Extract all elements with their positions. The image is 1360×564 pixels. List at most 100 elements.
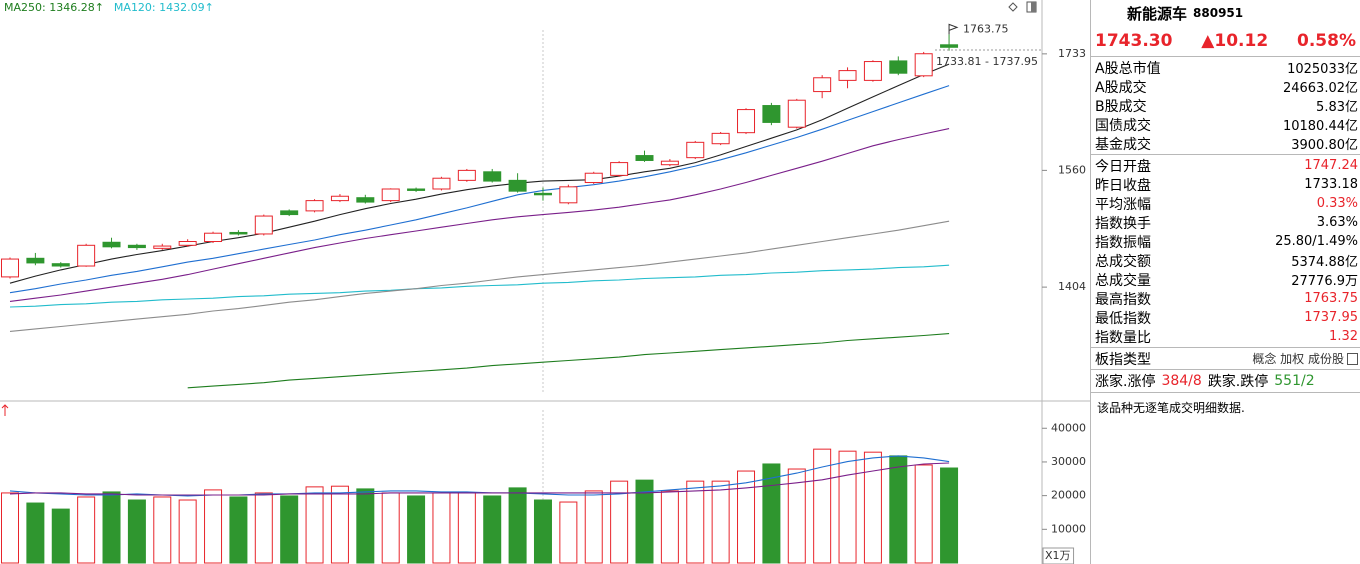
- index-name: 新能源车: [1127, 4, 1188, 23]
- y-tick-label: 1733: [1058, 47, 1086, 60]
- candle-body: [77, 244, 96, 267]
- ma-line: [9, 128, 950, 302]
- volume-bar: [1, 492, 19, 564]
- candle-body: [584, 172, 603, 184]
- stat-value: 1.32: [1329, 329, 1358, 344]
- stat-label: 最高指数: [1095, 291, 1151, 308]
- stat-label: 指数量比: [1095, 329, 1151, 346]
- stat-group: 板指类型 概念 加权 成份股: [1091, 348, 1360, 370]
- y-tick-label: 10000: [1051, 522, 1086, 535]
- price-row: 1743.30 ▲10.12 0.58%: [1091, 26, 1360, 57]
- stat-value: 0.33%: [1316, 196, 1358, 211]
- volume-bar: [280, 495, 299, 564]
- volume-bar: [940, 467, 959, 564]
- candle-body: [26, 257, 45, 264]
- stat-row: 总成交额 5374.88亿: [1091, 251, 1360, 271]
- volume-bar: [51, 508, 70, 564]
- candle-body: [305, 200, 324, 212]
- volume-bar: [838, 450, 857, 564]
- volume-bar: [863, 451, 882, 564]
- volume-bar: [610, 480, 629, 564]
- diamond-icon[interactable]: [1008, 2, 1018, 12]
- volume-bar: [635, 479, 654, 564]
- candle-body: [889, 60, 908, 74]
- legend-entry: MA250: 1346.28↑: [4, 1, 104, 14]
- ma-line: [9, 63, 950, 284]
- stat-value: 1025033亿: [1287, 62, 1358, 77]
- panel-note: 该品种无逐笔成交明细数据.: [1097, 401, 1245, 415]
- candle-body: [660, 160, 679, 166]
- y-tick-label: 1560: [1058, 163, 1086, 176]
- flag-icon: [948, 23, 959, 35]
- stat-label: 昨日收盘: [1095, 177, 1151, 194]
- stat-value: 24663.02亿: [1282, 81, 1358, 96]
- candle-body: [407, 188, 426, 191]
- arrow-icon: [1, 404, 9, 416]
- volume-bar: [584, 490, 603, 564]
- stat-row: B股成交 5.83亿: [1091, 96, 1360, 116]
- y-tick-label: 30000: [1051, 455, 1086, 468]
- volume-bar: [508, 487, 527, 564]
- stat-value: 3.63%: [1316, 215, 1358, 230]
- chart: 1404 1560 1733 1763.75 1733.81 - 1737.95 MA25…: [0, 0, 1090, 564]
- stat-label: 平均涨幅: [1095, 196, 1151, 213]
- volume-bar: [889, 455, 908, 564]
- candle-body: [508, 179, 527, 192]
- unit-box: [1042, 547, 1075, 564]
- candle-body: [813, 77, 832, 93]
- candle-body: [914, 53, 933, 77]
- volume-bar: [127, 499, 146, 564]
- stat-label: 基金成交: [1095, 136, 1151, 153]
- breadth-up-value: 384/8: [1161, 373, 1202, 389]
- candle-body: [254, 215, 273, 235]
- volume-bar: [762, 463, 781, 564]
- candle-body: [204, 232, 223, 243]
- y-tick-label: 1404: [1058, 280, 1086, 293]
- stat-row: 最高指数 1763.75: [1091, 289, 1360, 308]
- volume-bar: [254, 492, 273, 564]
- volume-bar: [229, 496, 248, 564]
- stat-row: 最低指数 1737.95: [1091, 308, 1360, 327]
- volume-bar: [559, 501, 578, 564]
- change-pct: 0.58%: [1297, 31, 1356, 51]
- volume-bar: [787, 468, 806, 564]
- index-code: 880951: [1193, 6, 1244, 20]
- window-icon-fill: [1031, 2, 1036, 12]
- stat-row: 昨日收盘 1733.18: [1091, 175, 1360, 194]
- candle-body: [559, 186, 578, 204]
- volume-bar: [457, 492, 476, 564]
- stat-value: 5.83亿: [1316, 100, 1358, 115]
- stat-row: 基金成交 3900.80亿: [1091, 134, 1360, 154]
- stat-label: 板指类型: [1095, 351, 1151, 368]
- y-tick-label: 20000: [1051, 489, 1086, 502]
- candle-body: [940, 44, 959, 48]
- stat-row: 板指类型 概念 加权 成份股: [1091, 349, 1360, 368]
- volume-bar: [305, 486, 324, 564]
- candle-body: [533, 192, 552, 196]
- stat-label: 今日开盘: [1095, 158, 1151, 175]
- volume-bar: [26, 502, 45, 564]
- volume-bar: [533, 499, 552, 564]
- stat-value: 27776.9万: [1291, 274, 1358, 289]
- volume-bar: [77, 496, 96, 564]
- stat-label: 指数振幅: [1095, 234, 1151, 251]
- volume-bar: [381, 492, 400, 564]
- ma-line: [9, 455, 950, 497]
- ma-line: [9, 264, 950, 308]
- candle-body: [330, 195, 349, 202]
- stat-group: 今日开盘 1747.24 昨日收盘 1733.18 平均涨幅 0.33% 指数换手 3.63%…: [1091, 155, 1360, 348]
- ma-line: [9, 85, 950, 294]
- stat-row: 指数量比 1.32: [1091, 327, 1360, 346]
- volume-bar: [432, 492, 451, 564]
- breadth-row: 涨家.涨停 384/8 跌家.跌停 551/2: [1091, 370, 1360, 393]
- volume-bar: [711, 480, 730, 564]
- volume-bar: [660, 490, 679, 564]
- board-tag-text: 概念 加权 成份股: [1252, 352, 1344, 366]
- quote-panel: 新能源车 880951 1743.30 ▲10.12 0.58% A股总市值 1025033…: [1090, 0, 1360, 564]
- stat-row: 平均涨幅 0.33%: [1091, 194, 1360, 213]
- candle-body: [737, 109, 756, 134]
- volume-bar: [813, 448, 832, 564]
- candle-body: [153, 245, 172, 249]
- board-icon[interactable]: [1347, 352, 1358, 365]
